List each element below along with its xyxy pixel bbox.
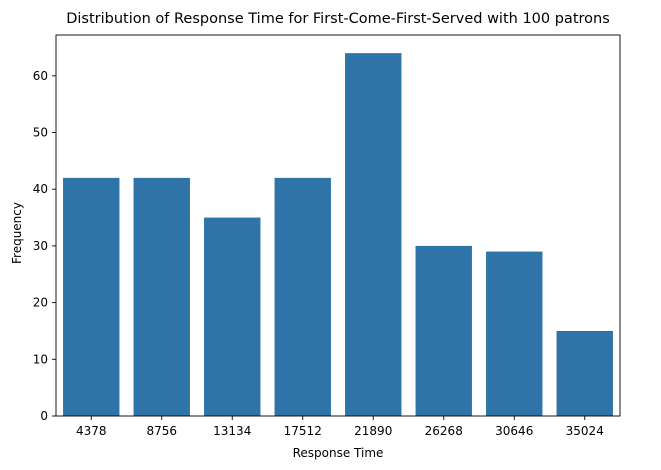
x-tick-label-13134: 13134 — [213, 424, 251, 438]
y-tick-label-0: 0 — [40, 409, 48, 423]
bar-35024 — [556, 330, 613, 416]
chart-title: Distribution of Response Time for First-… — [66, 11, 610, 27]
x-tick-label-26268: 26268 — [425, 424, 463, 438]
plot-area: 0 10 20 30 40 50 60 4378 8756 13134 17512 21890 2626… — [33, 34, 621, 438]
x-tick-label-8756: 8756 — [146, 424, 177, 438]
y-tick-label-10: 10 — [33, 352, 48, 366]
bar-21890 — [345, 53, 402, 416]
x-axis-label: Response Time — [293, 446, 384, 460]
x-tick-label-4378: 4378 — [76, 424, 107, 438]
x-tick-label-17512: 17512 — [284, 424, 322, 438]
bar-8756 — [133, 177, 190, 417]
bar-4378 — [63, 177, 120, 417]
y-axis-label: Frequency — [10, 202, 24, 264]
bar-17512 — [274, 177, 331, 417]
x-tick-label-30646: 30646 — [495, 424, 533, 438]
y-tick-label-50: 50 — [33, 126, 48, 140]
bar-13134 — [204, 217, 261, 416]
x-tick-label-35024: 35024 — [566, 424, 604, 438]
axes-frame — [55, 34, 621, 417]
bar-30646 — [486, 251, 543, 416]
bar-26268 — [415, 245, 472, 416]
y-tick-label-30: 30 — [33, 239, 48, 253]
x-tick-label-21890: 21890 — [354, 424, 392, 438]
y-tick-label-60: 60 — [33, 69, 48, 83]
y-tick-label-40: 40 — [33, 182, 48, 196]
y-tick-label-20: 20 — [33, 296, 48, 310]
